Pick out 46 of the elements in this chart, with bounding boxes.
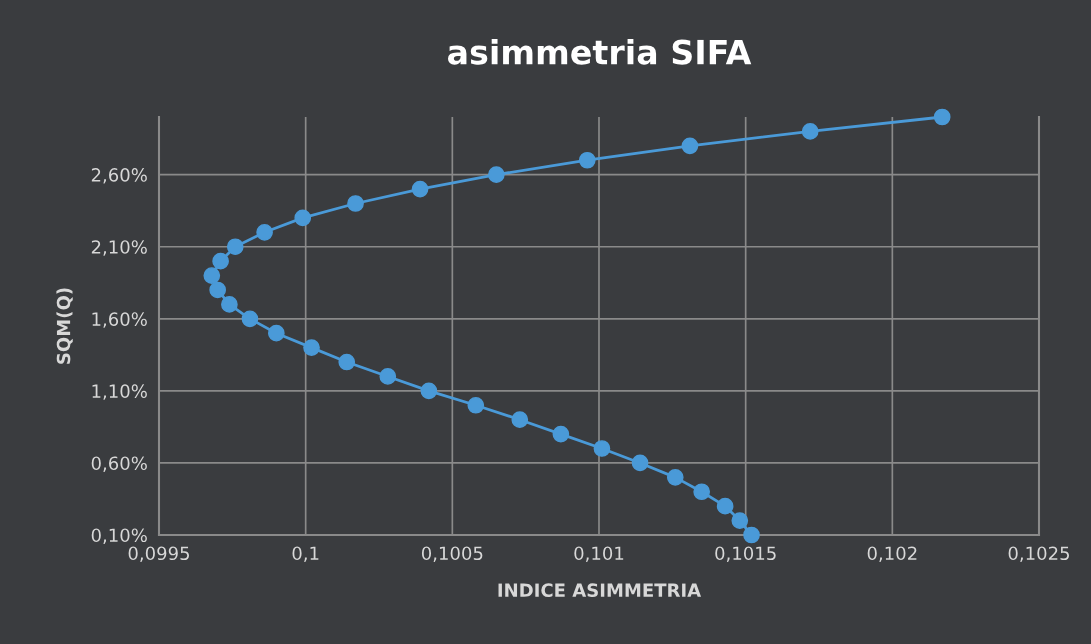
x-tick-label: 0,0995 — [128, 546, 190, 562]
x-tick-label: 0,102 — [867, 546, 917, 562]
point — [666, 469, 684, 486]
point — [578, 151, 596, 169]
point — [731, 512, 749, 529]
point — [226, 238, 244, 256]
y-axis-title: SQM(Q) — [56, 288, 73, 364]
point — [487, 166, 505, 183]
point — [631, 454, 649, 472]
point — [294, 209, 312, 227]
point — [420, 382, 438, 400]
point — [411, 180, 429, 198]
point — [743, 526, 760, 544]
y-tick-label: 0,60% — [91, 456, 147, 472]
point — [681, 137, 699, 155]
point — [267, 324, 285, 342]
point — [338, 353, 356, 371]
point — [379, 368, 397, 385]
x-tick-label: 0,1 — [292, 546, 319, 562]
x-axis-title: INDICE ASIMMETRIA — [498, 583, 702, 598]
x-tick-label: 0,1025 — [1008, 546, 1070, 562]
point — [933, 108, 951, 126]
y-tick-label: 1,10% — [92, 384, 147, 400]
y-tick-label: 2,10% — [91, 240, 147, 256]
point — [212, 252, 229, 270]
point — [256, 223, 273, 241]
point — [801, 123, 819, 140]
point — [693, 483, 711, 501]
point — [347, 195, 364, 212]
point — [209, 281, 227, 299]
x-tick-label: 0,101 — [574, 546, 624, 562]
x-tick-label: 0,1005 — [421, 546, 483, 562]
chart-title: asimmetria SIFA — [447, 38, 752, 65]
point — [552, 425, 570, 443]
point — [467, 396, 485, 414]
y-tick-label: 0,10% — [91, 528, 147, 544]
point — [511, 411, 529, 429]
point — [716, 497, 734, 515]
x-tick-label: 0,1015 — [715, 546, 776, 562]
point — [203, 267, 221, 284]
y-tick-label: 2,60% — [91, 168, 147, 184]
point — [241, 310, 259, 328]
point — [593, 440, 611, 457]
point — [221, 296, 238, 313]
y-tick-label: 1,60% — [92, 312, 147, 328]
point — [303, 339, 320, 356]
